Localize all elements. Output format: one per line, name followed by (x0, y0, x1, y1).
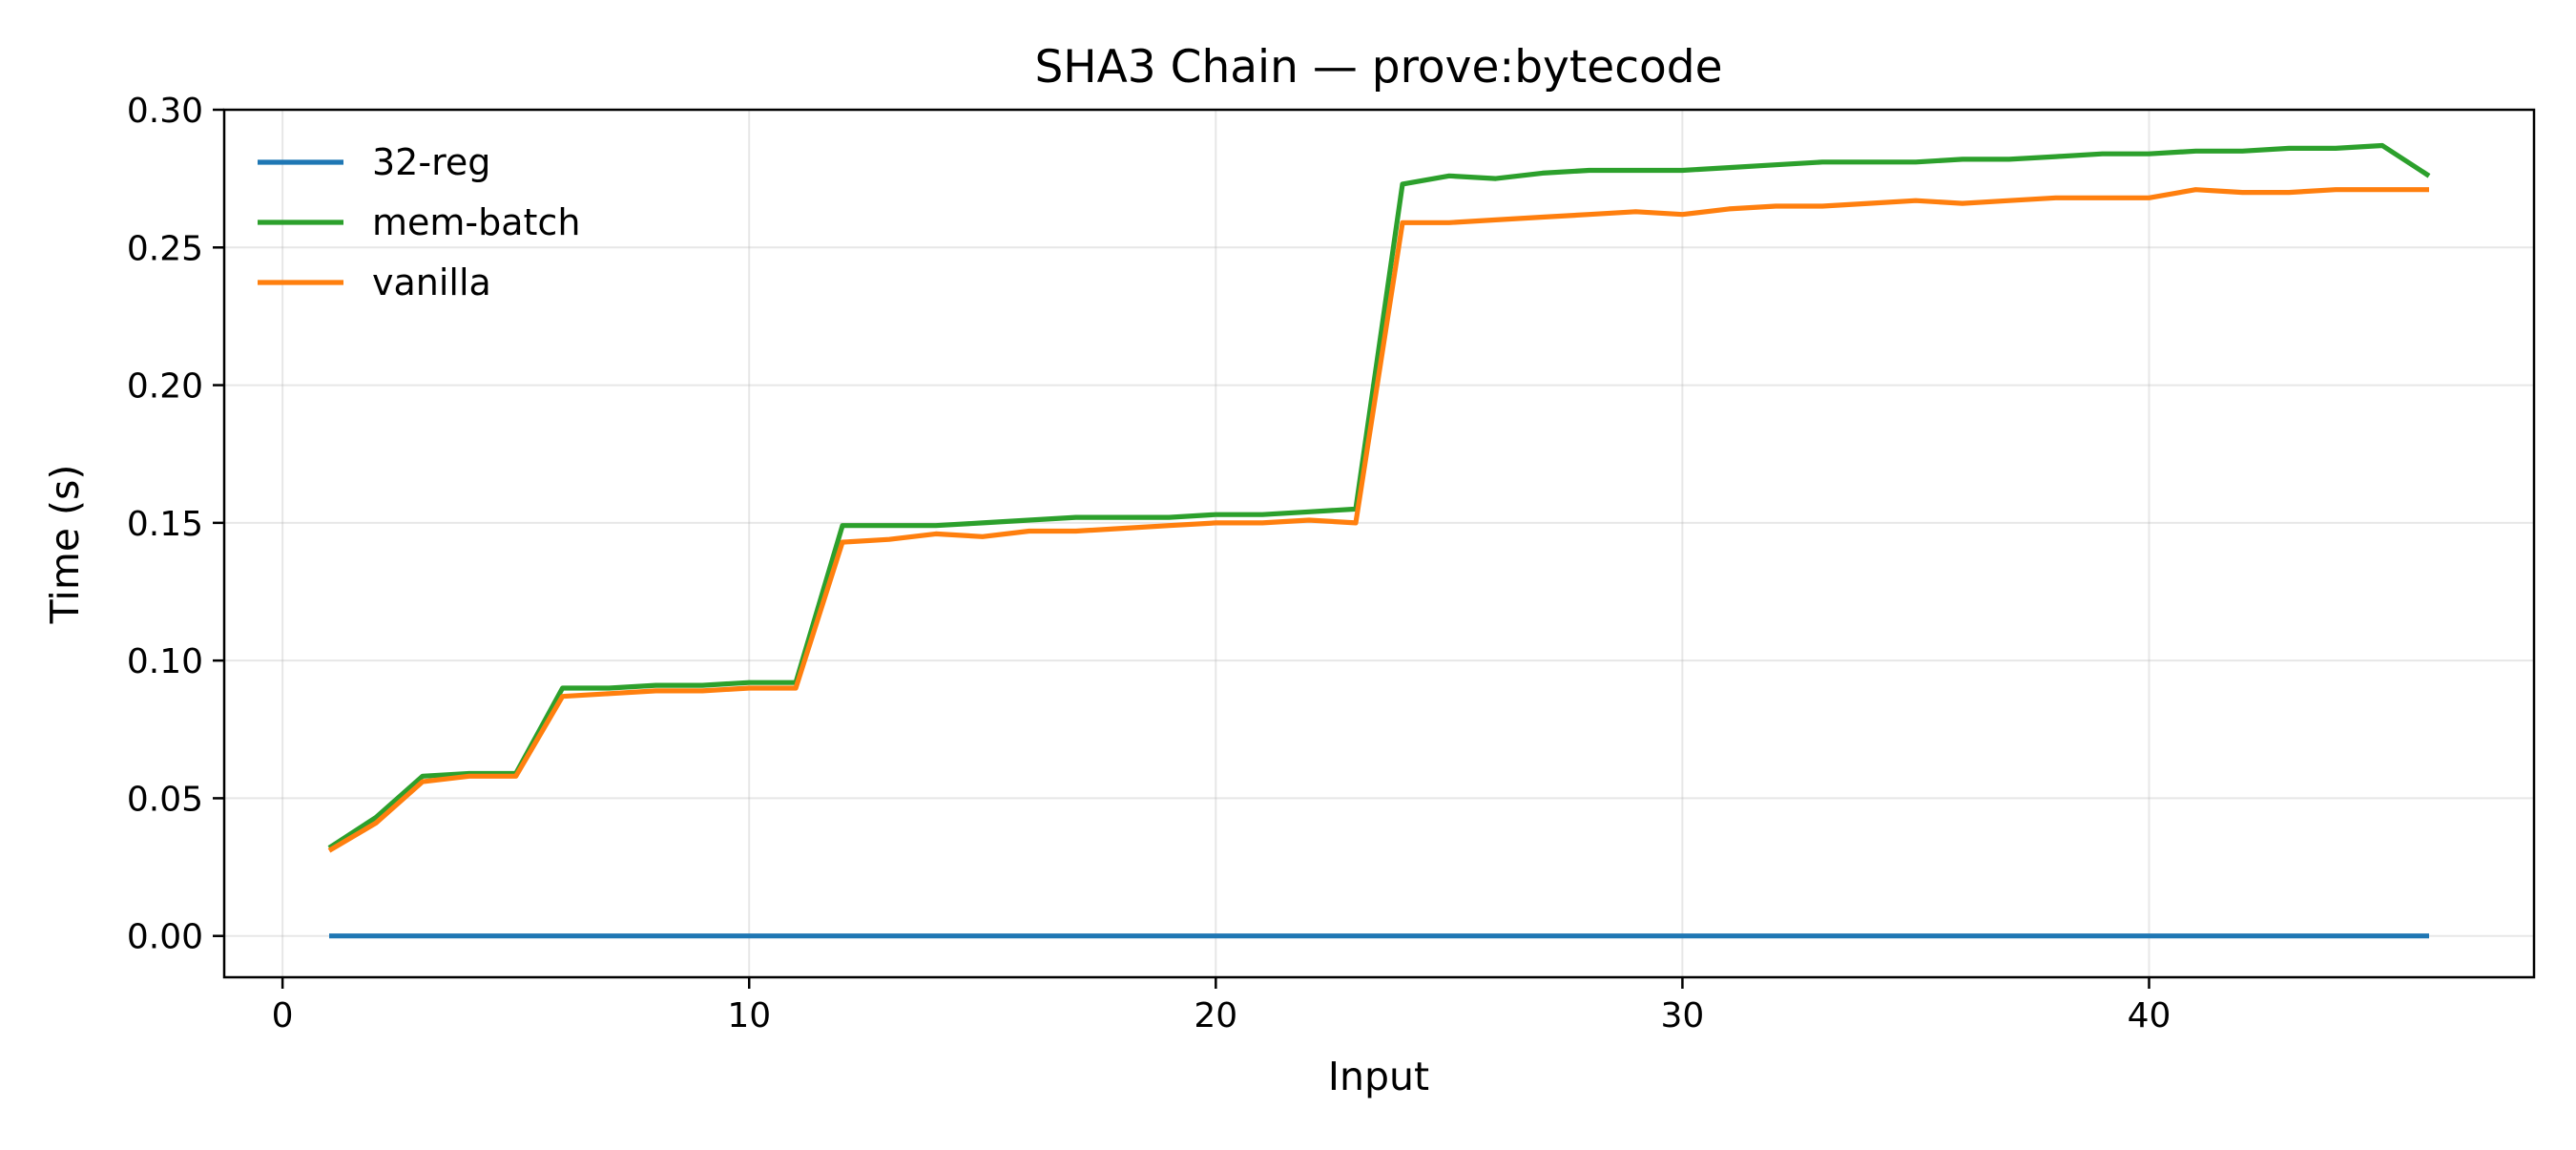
y-tick-label: 0.20 (127, 367, 203, 407)
x-axis-label: Input (1328, 1054, 1429, 1099)
x-tick-label: 0 (272, 996, 294, 1035)
legend-label-vanilla: vanilla (372, 261, 491, 303)
y-axis-label: Time (s) (42, 465, 88, 625)
x-axis-ticks: 0 10 20 30 40 (272, 977, 2171, 1035)
legend: 32-reg mem-batch vanilla (258, 141, 580, 303)
legend-label-32-reg: 32-reg (372, 141, 490, 183)
y-tick-label: 0.05 (127, 780, 203, 819)
y-tick-label: 0.10 (127, 642, 203, 681)
x-tick-label: 20 (1194, 996, 1237, 1035)
legend-label-mem-batch: mem-batch (372, 201, 580, 243)
y-tick-label: 0.30 (127, 92, 203, 131)
x-tick-label: 30 (1661, 996, 1705, 1035)
x-tick-label: 10 (727, 996, 771, 1035)
series-layer (327, 142, 2431, 939)
chart-title: SHA3 Chain — prove:bytecode (1034, 41, 1722, 94)
plot-area-frame (222, 108, 2536, 979)
y-tick-label: 0.25 (127, 229, 203, 268)
y-axis-ticks: 0.00 0.05 0.10 0.15 0.20 0.25 0.30 (127, 92, 224, 957)
x-tick-label: 40 (2128, 996, 2171, 1035)
y-tick-label: 0.00 (127, 918, 203, 957)
series-line-vanilla (327, 187, 2429, 853)
series-line-mem-batch (327, 142, 2431, 850)
y-tick-label: 0.15 (127, 505, 203, 544)
